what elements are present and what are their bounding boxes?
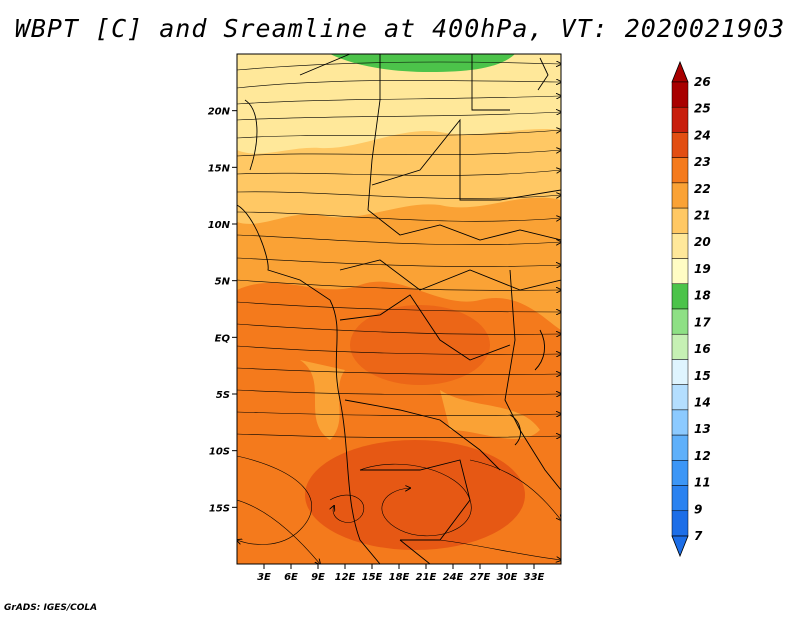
colorbar-segment bbox=[671, 308, 689, 335]
colorbar-label: 12 bbox=[694, 449, 711, 463]
lon-tick-label: 18E bbox=[389, 572, 410, 583]
colorbar-label: 22 bbox=[694, 182, 711, 196]
colorbar-label: 21 bbox=[694, 209, 711, 223]
colorbar-label: 18 bbox=[694, 289, 711, 303]
colorbar-segment bbox=[671, 233, 689, 259]
shading-light-streak bbox=[300, 360, 345, 440]
colorbar-label: 7 bbox=[694, 529, 703, 543]
colorbar-label: 14 bbox=[694, 395, 711, 409]
longitude-axis: 3E 6E 9E 12E 15E 18E 21E 24E 27E 30E 33E bbox=[257, 564, 545, 583]
colorbar-segment bbox=[671, 409, 689, 436]
colorbar-bottom-arrow bbox=[671, 535, 689, 558]
wbpt-shading bbox=[237, 54, 561, 564]
lat-tick-label: 10S bbox=[209, 447, 230, 458]
colorbar-label: 19 bbox=[694, 262, 711, 276]
colorbar-segment bbox=[671, 182, 689, 209]
lat-tick-label: 15S bbox=[209, 503, 230, 514]
lon-tick-label: 15E bbox=[362, 572, 383, 583]
colorbar-segment bbox=[671, 434, 689, 461]
lon-tick-label: 6E bbox=[284, 572, 298, 583]
colorbar-label: 20 bbox=[694, 235, 711, 249]
lat-tick-label: 15N bbox=[208, 163, 231, 174]
lon-tick-label: 21E bbox=[416, 572, 437, 583]
lon-tick-label: 24E bbox=[443, 572, 464, 583]
colorbar-segment bbox=[671, 106, 689, 133]
lon-tick-label: 9E bbox=[311, 572, 325, 583]
lat-tick-label: 20N bbox=[208, 107, 231, 118]
colorbar-label: 16 bbox=[694, 342, 711, 356]
colorbar-label: 25 bbox=[694, 102, 711, 116]
colorbar-top-arrow bbox=[671, 60, 689, 83]
map-title: WBPT [C] and Sreamline at 400hPa, VT: 20… bbox=[14, 14, 786, 43]
shading-light-streak-2 bbox=[440, 390, 540, 439]
lon-tick-label: 33E bbox=[524, 572, 545, 583]
colorbar-segment bbox=[671, 510, 689, 537]
colorbar-segment bbox=[671, 384, 689, 411]
colorbar-label: 24 bbox=[694, 128, 711, 142]
colorbar-segment bbox=[671, 207, 689, 234]
colorbar-label: 15 bbox=[694, 369, 711, 383]
lon-tick-label: 12E bbox=[335, 572, 356, 583]
lat-tick-label: EQ bbox=[215, 333, 231, 344]
shading-north-light bbox=[237, 54, 561, 154]
country-borders bbox=[237, 54, 561, 564]
grads-credit: GrADS: IGES/COLA bbox=[4, 603, 98, 613]
colorbar-segment bbox=[671, 460, 689, 486]
lon-tick-label: 27E bbox=[470, 572, 491, 583]
shading-green-edge bbox=[330, 54, 515, 72]
lat-tick-label: 5S bbox=[216, 390, 230, 401]
colorbar-segment bbox=[671, 132, 689, 158]
colorbar-label: 23 bbox=[694, 155, 711, 169]
colorbar-label: 11 bbox=[694, 476, 711, 490]
colorbar-segment bbox=[671, 258, 689, 285]
latitude-axis: 20N 15N 10N 5N EQ 5S 10S 15S bbox=[208, 107, 237, 514]
lon-tick-label: 3E bbox=[257, 572, 271, 583]
colorbar-segment bbox=[671, 485, 689, 512]
shading-central-core bbox=[350, 305, 490, 385]
colorbar-label: 9 bbox=[694, 502, 702, 516]
lat-tick-label: 10N bbox=[208, 220, 231, 231]
colorbar-segment bbox=[671, 283, 689, 310]
colorbar-label: 13 bbox=[694, 422, 711, 436]
colorbar-segment bbox=[671, 333, 689, 360]
colorbar-segment bbox=[671, 359, 689, 385]
colorbar-label: 17 bbox=[694, 315, 711, 329]
colorbar-segment bbox=[671, 157, 689, 184]
colorbar-label: 26 bbox=[694, 75, 711, 89]
lon-tick-label: 30E bbox=[497, 572, 518, 583]
lat-tick-label: 5N bbox=[215, 277, 231, 288]
colorbar-segment bbox=[671, 81, 689, 108]
colorbar: 26 25 24 23 22 21 20 19 18 17 16 15 14 13 12 11 9 7 bbox=[671, 60, 711, 558]
shading-southern-core bbox=[305, 440, 525, 550]
